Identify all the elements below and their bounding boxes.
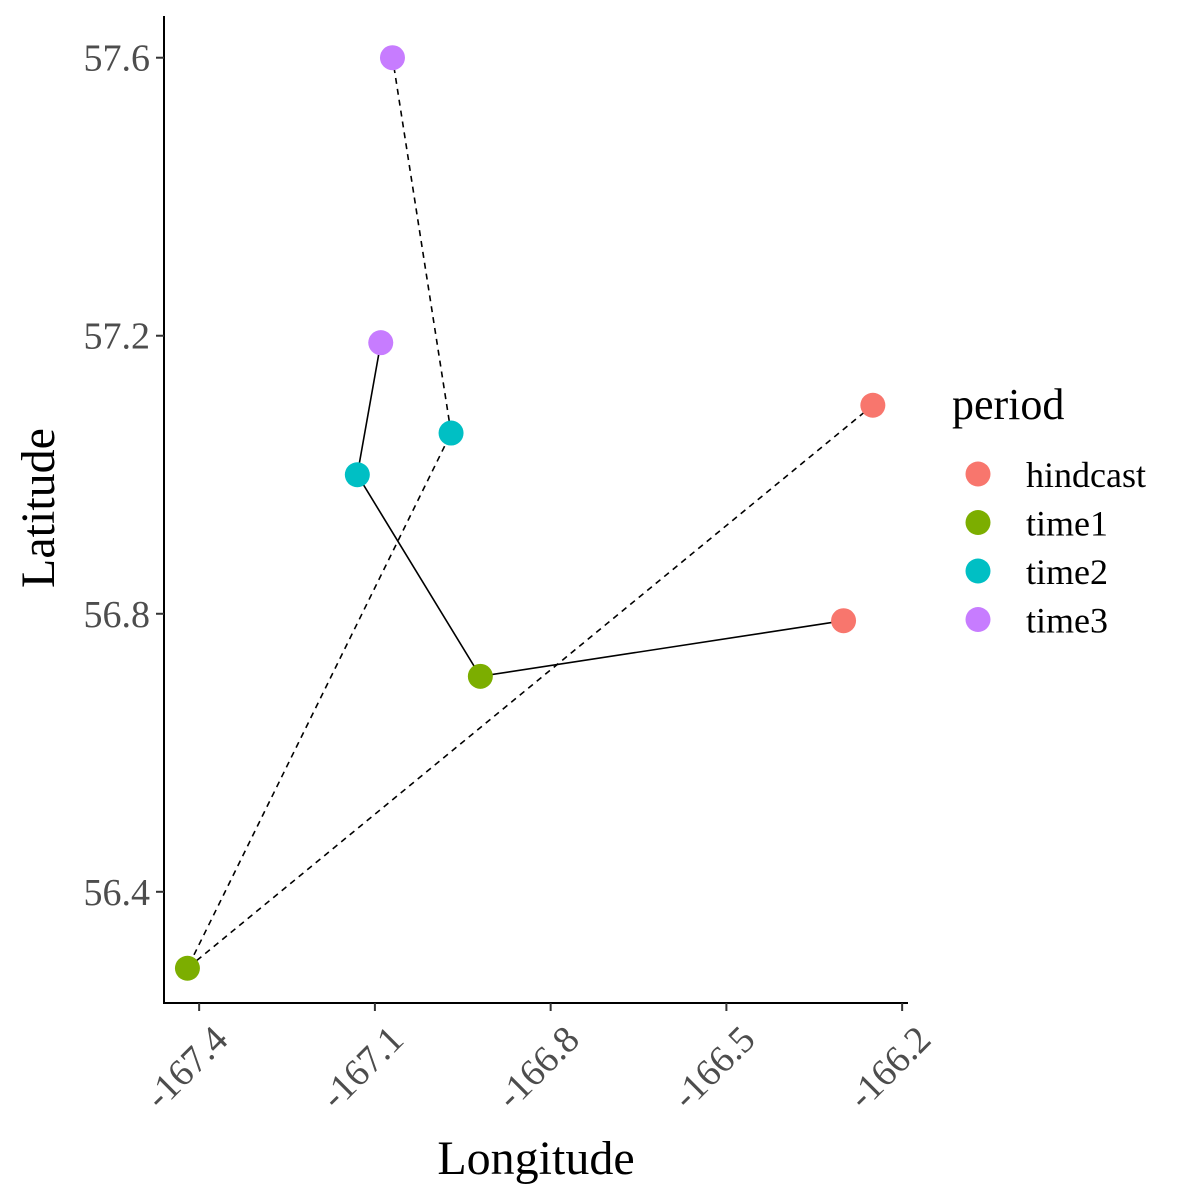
point-time3 <box>368 330 394 356</box>
y-axis-title: Latitude <box>12 428 65 588</box>
point-time2 <box>438 420 464 446</box>
legend-key-time1 <box>965 510 991 535</box>
y-tick-label: 57.2 <box>84 316 151 358</box>
point-hindcast <box>860 392 886 418</box>
y-tick-label: 56.8 <box>84 594 151 636</box>
x-tick-label: -166.2 <box>840 1018 939 1117</box>
x-tick-label: -167.1 <box>313 1018 412 1117</box>
legend-key-time2 <box>965 558 991 584</box>
x-tick-label: -166.8 <box>489 1018 588 1117</box>
point-time1 <box>467 663 493 689</box>
legend-label-time1: time1 <box>1026 504 1108 544</box>
y-ticks: 56.4 56.8 57.2 57.6 <box>84 38 164 914</box>
point-hindcast <box>831 608 857 634</box>
legend-entries: hindcast time1 time2 time3 <box>965 455 1146 641</box>
legend-title: period <box>952 380 1064 429</box>
y-tick-label: 57.6 <box>84 38 151 80</box>
x-tick-label: -167.4 <box>137 1018 236 1117</box>
legend-label-time3: time3 <box>1026 601 1108 641</box>
legend-label-hindcast: hindcast <box>1026 455 1146 495</box>
y-tick-label: 56.4 <box>84 872 151 914</box>
point-time3 <box>379 45 405 71</box>
legend-label-time2: time2 <box>1026 552 1108 592</box>
x-axis-title: Longitude <box>437 1132 634 1185</box>
track-line-dashed <box>186 57 874 969</box>
point-time2 <box>344 462 370 488</box>
legend: period hindcast time1 time2 time3 <box>952 380 1146 641</box>
legend-key-hindcast <box>965 461 991 487</box>
points-layer <box>174 45 886 981</box>
x-tick-label: -166.5 <box>664 1018 763 1117</box>
legend-key-time3 <box>965 607 991 632</box>
point-time1 <box>174 955 200 981</box>
track-line-solid <box>356 342 844 678</box>
x-ticks: -167.4 -167.1 -166.8 -166.5 -166.2 <box>137 1003 939 1117</box>
tracks-layer <box>186 57 874 969</box>
